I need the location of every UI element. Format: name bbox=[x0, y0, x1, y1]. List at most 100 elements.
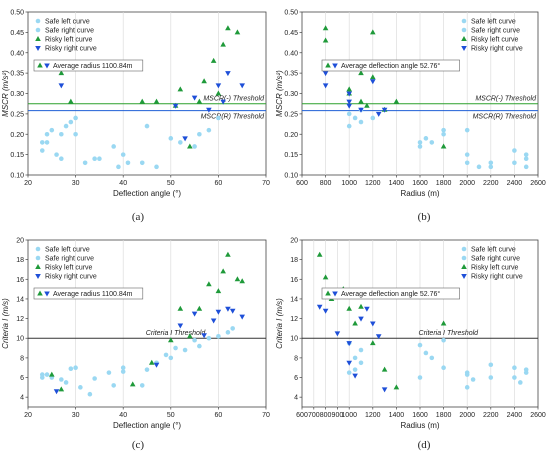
legend-marker bbox=[35, 274, 41, 279]
data-point-triangle-up bbox=[68, 98, 74, 104]
data-point-triangle-up bbox=[153, 98, 160, 104]
data-point-circle bbox=[358, 360, 364, 366]
data-point-circle bbox=[488, 164, 494, 170]
data-point-circle bbox=[182, 347, 188, 353]
data-point-circle bbox=[68, 366, 74, 371]
y-tick-label: 0.10 bbox=[284, 173, 298, 180]
x-tick-label: 800 bbox=[320, 180, 332, 187]
data-point-circle bbox=[358, 347, 364, 353]
data-point-circle bbox=[144, 367, 150, 372]
legend-label: Risky right curve bbox=[471, 274, 523, 281]
x-tick-label: 600 bbox=[296, 180, 308, 187]
data-point-triangle-up bbox=[215, 288, 222, 294]
data-point-circle bbox=[163, 352, 169, 358]
data-point-circle bbox=[120, 365, 126, 371]
data-point-triangle-down bbox=[201, 333, 207, 339]
y-tick-label: 0.40 bbox=[284, 50, 298, 57]
x-tick-label: 1400 bbox=[389, 412, 405, 419]
panel-label: (d) bbox=[418, 439, 431, 451]
data-point-triangle-down bbox=[210, 318, 217, 324]
x-axis-title: Radius (m) bbox=[400, 189, 439, 198]
y-tick-label: 20 bbox=[16, 238, 24, 245]
legend-label: Risky right curve bbox=[45, 274, 97, 281]
data-point-circle bbox=[523, 152, 529, 157]
legend-label: Safe left curve bbox=[45, 247, 90, 254]
data-point-triangle-up bbox=[49, 371, 55, 377]
data-point-circle bbox=[441, 337, 446, 343]
data-point-circle bbox=[73, 365, 78, 371]
data-point-circle bbox=[49, 127, 55, 133]
data-point-circle bbox=[512, 160, 517, 166]
y-tick-label: 0.45 bbox=[284, 30, 298, 37]
data-point-circle bbox=[139, 383, 145, 388]
threshold-label: Criteria I Threshold bbox=[146, 330, 207, 337]
data-point-triangle-down bbox=[334, 331, 341, 337]
data-point-circle bbox=[106, 370, 112, 375]
data-point-circle bbox=[523, 156, 529, 161]
x-axis-title: Deflection angle (°) bbox=[113, 189, 181, 198]
data-point-circle bbox=[464, 152, 470, 157]
x-tick-label: 900 bbox=[332, 412, 344, 419]
data-point-triangle-up bbox=[215, 90, 222, 96]
legend-label: Risky right curve bbox=[471, 46, 523, 53]
data-point-circle bbox=[464, 127, 470, 133]
data-point-circle bbox=[230, 326, 235, 331]
legend-label: Safe left curve bbox=[45, 19, 90, 26]
y-tick-label: 0.20 bbox=[10, 132, 24, 139]
data-point-circle bbox=[116, 164, 121, 170]
data-point-circle bbox=[59, 131, 64, 137]
data-point-circle bbox=[441, 127, 446, 133]
annotation-text: Average radius 1100.84m bbox=[53, 63, 133, 70]
y-tick-label: 10 bbox=[16, 336, 24, 343]
legend-marker bbox=[35, 36, 41, 41]
data-point-circle bbox=[154, 164, 159, 170]
data-point-triangle-down bbox=[375, 334, 382, 340]
data-point-circle bbox=[144, 123, 150, 129]
data-point-triangle-down bbox=[239, 314, 245, 320]
data-point-triangle-up bbox=[177, 86, 184, 92]
data-point-triangle-up bbox=[220, 268, 226, 274]
data-point-triangle-up bbox=[358, 70, 364, 76]
annotation-box bbox=[33, 59, 144, 72]
data-point-circle bbox=[44, 372, 50, 377]
y-tick-label: 0.15 bbox=[284, 152, 298, 159]
data-point-triangle-up bbox=[196, 305, 203, 311]
legend-marker bbox=[461, 264, 467, 269]
threshold-label: MSCR(-) Threshold bbox=[475, 96, 537, 103]
chart-panel-c: 20 30 40 50 60 70 4 6 8 10 12 14 16 18 20 Deflection an… bbox=[1, 238, 270, 452]
data-point-circle bbox=[39, 140, 45, 145]
x-axis-title: Radius (m) bbox=[400, 421, 439, 430]
data-point-triangle-up bbox=[358, 98, 364, 104]
threshold-label: Criteria I Threshold bbox=[419, 330, 480, 337]
data-point-triangle-down bbox=[225, 306, 231, 312]
data-point-triangle-up bbox=[440, 320, 447, 326]
legend-marker bbox=[461, 46, 467, 51]
y-tick-label: 0.40 bbox=[10, 50, 24, 57]
data-point-circle bbox=[352, 115, 358, 121]
data-point-triangle-up bbox=[239, 278, 245, 284]
y-axis-title: MSCR (m/s²) bbox=[1, 70, 10, 117]
data-point-triangle-up bbox=[210, 57, 217, 63]
data-point-circle bbox=[111, 144, 116, 149]
data-point-triangle-up bbox=[370, 29, 376, 35]
y-tick-label: 12 bbox=[16, 316, 24, 323]
data-point-circle bbox=[216, 115, 221, 121]
y-tick-label: 0.10 bbox=[10, 173, 24, 180]
y-tick-label: 0.20 bbox=[284, 132, 298, 139]
y-tick-label: 0.25 bbox=[10, 111, 24, 118]
x-tick-label: 2600 bbox=[530, 412, 546, 419]
y-axis-title: MSCR (m/s²) bbox=[275, 70, 284, 117]
data-point-circle bbox=[464, 372, 470, 377]
y-tick-label: 0.15 bbox=[10, 152, 24, 159]
y-tick-label: 6 bbox=[20, 375, 24, 382]
data-point-triangle-down bbox=[191, 95, 198, 101]
legend-label: Risky left curve bbox=[45, 37, 93, 44]
legend-label: Safe right curve bbox=[45, 28, 94, 35]
data-point-triangle-down bbox=[381, 387, 388, 393]
x-tick-label: 700 bbox=[308, 412, 320, 419]
data-point-triangle-down bbox=[346, 360, 352, 366]
y-tick-label: 6 bbox=[294, 375, 298, 382]
data-point-triangle-up bbox=[234, 276, 241, 282]
legend-marker bbox=[35, 246, 41, 252]
